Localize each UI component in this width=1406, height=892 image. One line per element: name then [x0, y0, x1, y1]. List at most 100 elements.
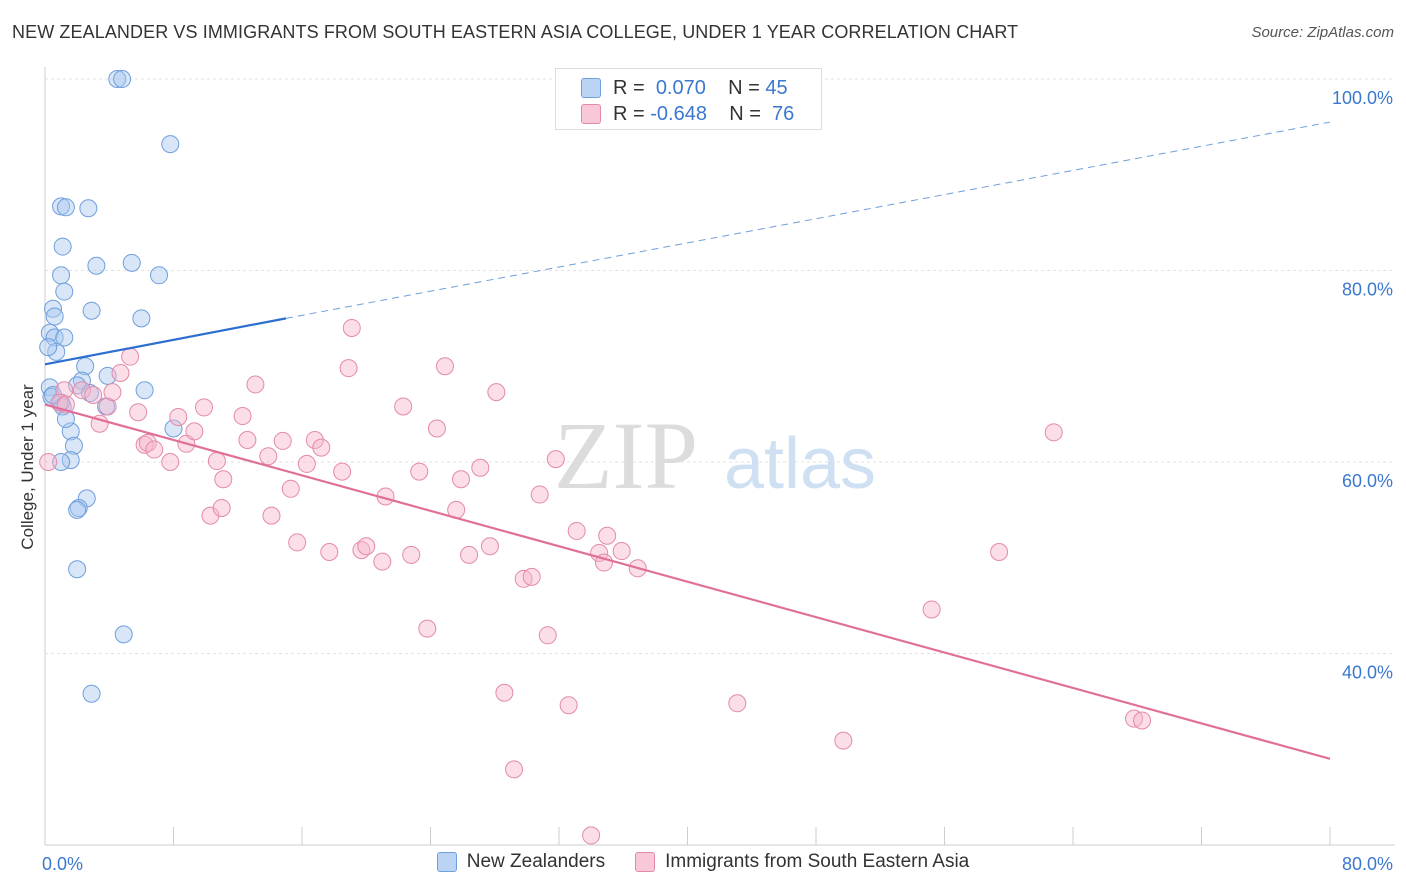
data-point — [582, 826, 601, 845]
data-point — [113, 70, 132, 88]
data-point — [212, 498, 231, 517]
trend-extension-new-zealanders — [285, 121, 1331, 319]
data-point — [84, 385, 103, 404]
stats-n-label: N = — [728, 76, 760, 99]
source-label: Source: ZipAtlas.com — [1251, 24, 1394, 41]
data-point — [87, 256, 106, 275]
data-point — [52, 453, 71, 471]
data-point — [103, 383, 122, 402]
data-point — [111, 363, 130, 382]
data-point — [259, 447, 278, 466]
data-point — [460, 545, 479, 564]
data-point — [273, 431, 292, 450]
data-point — [114, 625, 133, 644]
data-point — [342, 318, 361, 337]
data-point — [612, 542, 631, 561]
x-tick-label: 0.0% — [42, 854, 83, 874]
data-point — [132, 309, 151, 328]
trend-line-new-zealanders — [44, 317, 287, 366]
trend-lines — [44, 121, 1331, 760]
stats-r-label: R = — [613, 76, 645, 99]
data-point — [357, 537, 376, 556]
stats-r-value: 0.070 — [655, 76, 706, 99]
stats-legend: R = 0.070 N = 45 R = -0.648 N = 76 — [555, 68, 822, 130]
data-point — [44, 299, 63, 318]
data-point — [82, 301, 101, 320]
data-point — [333, 462, 352, 481]
data-point — [53, 237, 72, 256]
data-point — [402, 545, 421, 564]
y-tick-label: 60.0% — [1342, 471, 1393, 491]
data-point — [135, 435, 154, 454]
data-point — [435, 357, 454, 376]
chart-title: NEW ZEALANDER VS IMMIGRANTS FROM SOUTH E… — [12, 22, 1019, 42]
data-point — [207, 452, 226, 471]
data-point — [135, 381, 154, 400]
stats-row-immigrants: R = -0.648 N = 76 — [581, 102, 794, 126]
data-point — [281, 479, 300, 498]
data-point — [55, 282, 74, 301]
data-point — [39, 338, 58, 357]
data-point — [312, 438, 331, 457]
data-point — [922, 600, 941, 619]
data-point — [567, 521, 586, 540]
data-point — [418, 619, 437, 638]
stats-n-value: 76 — [772, 102, 795, 125]
data-point — [138, 433, 157, 452]
y-tick-label: 40.0% — [1342, 663, 1393, 683]
series-new-zealanders — [39, 70, 183, 703]
data-point — [161, 453, 180, 471]
series-immigrants-se-asia — [39, 318, 1152, 845]
data-point — [452, 470, 471, 489]
data-point — [480, 537, 499, 556]
data-point — [728, 694, 747, 713]
stats-n-label: N = — [729, 102, 761, 125]
data-point — [68, 560, 87, 579]
data-point — [145, 440, 164, 459]
data-point — [394, 397, 413, 416]
data-point — [530, 485, 549, 504]
x-tick-label: 80.0% — [1342, 854, 1393, 874]
data-point — [297, 454, 316, 473]
stats-row-new-zealanders: R = 0.070 N = 45 — [581, 76, 788, 100]
data-point — [1044, 423, 1063, 442]
data-point — [1133, 711, 1152, 730]
stats-r-value: -0.648 — [650, 102, 707, 125]
data-point — [44, 385, 63, 404]
data-point — [990, 543, 1009, 562]
data-point — [169, 407, 188, 426]
legend-label: Immigrants from South Eastern Asia — [665, 851, 970, 872]
data-point — [164, 419, 183, 438]
stats-swatch-new-zealanders — [581, 78, 601, 98]
data-point — [55, 328, 74, 347]
data-point — [505, 760, 524, 779]
trend-line-immigrants — [44, 403, 1331, 760]
stats-n-value: 45 — [765, 76, 788, 99]
data-point — [373, 552, 392, 571]
legend-item-new-zealanders[interactable]: New Zealanders — [436, 851, 606, 873]
data-point — [72, 381, 91, 400]
data-point — [246, 375, 265, 394]
data-point — [56, 198, 75, 217]
legend-item-immigrants[interactable]: Immigrants from South Eastern Asia — [635, 851, 969, 873]
data-point — [834, 731, 853, 750]
data-point — [495, 683, 514, 702]
data-point — [214, 470, 233, 489]
stats-swatch-immigrants — [581, 104, 601, 124]
data-point — [427, 419, 446, 438]
data-point — [64, 436, 83, 455]
watermark: ZIP atlas — [554, 402, 876, 509]
legend-swatch-immigrants — [635, 852, 656, 872]
grid-lines — [45, 78, 1395, 654]
data-point — [410, 462, 429, 481]
data-point — [471, 458, 490, 477]
data-point — [522, 567, 541, 586]
data-point — [121, 347, 140, 366]
bottom-legend: New Zealanders Immigrants from South Eas… — [0, 851, 1406, 873]
data-point — [161, 135, 180, 154]
data-point — [79, 199, 98, 218]
legend-label: New Zealanders — [466, 851, 606, 872]
data-point — [52, 266, 71, 285]
data-point — [288, 533, 307, 552]
data-point — [598, 526, 617, 545]
